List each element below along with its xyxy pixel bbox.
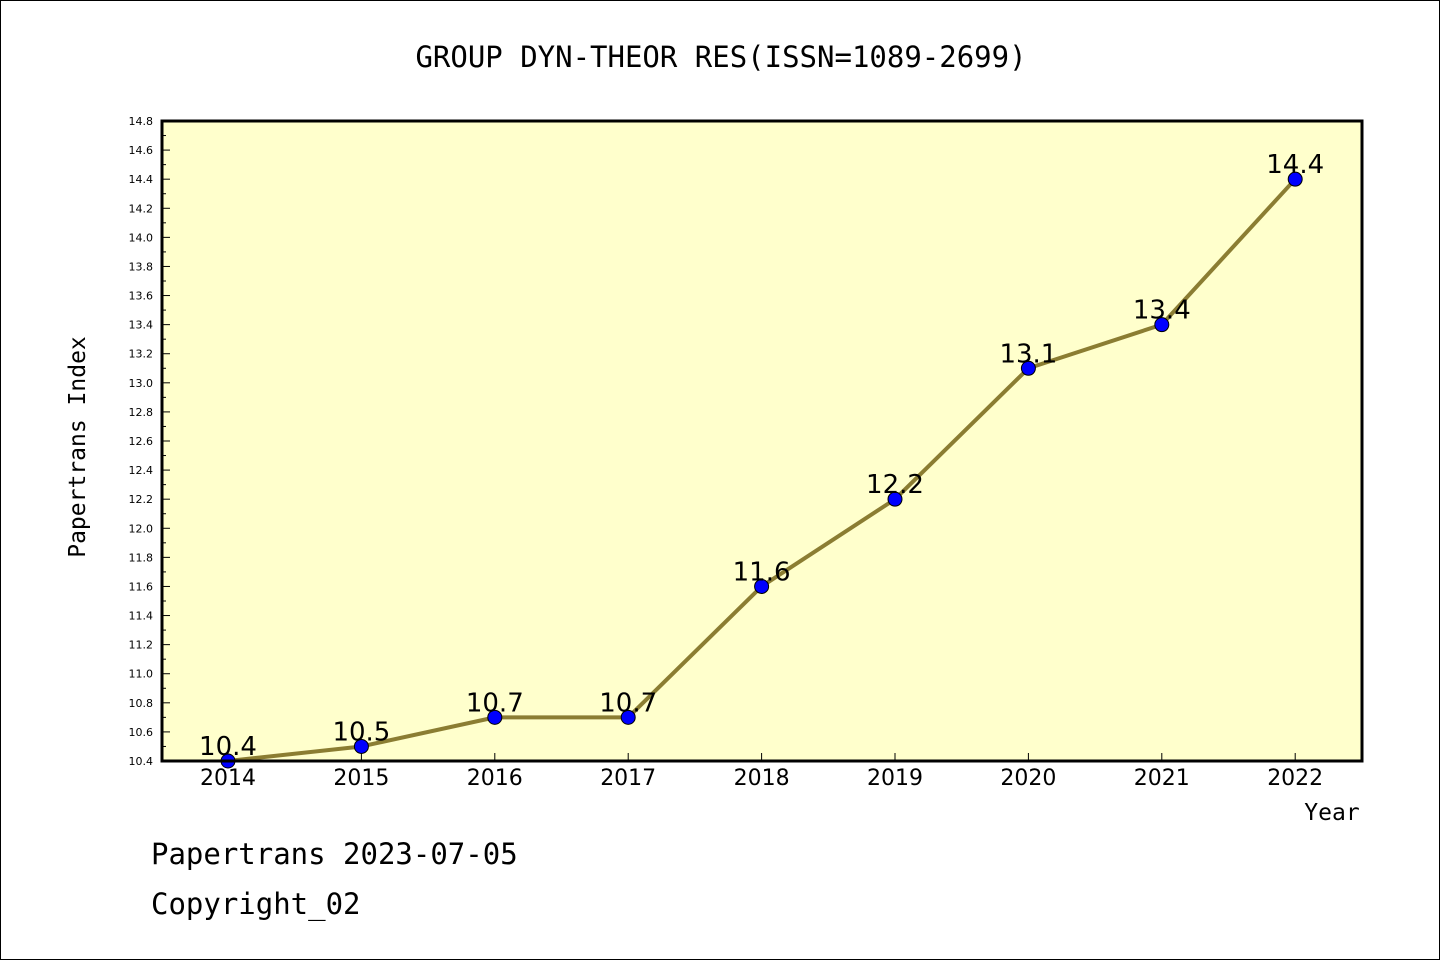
data-point [353, 738, 369, 754]
data-label: 10.7 [466, 688, 524, 718]
y-tick-label: 10.6 [129, 726, 154, 739]
data-label: 14.4 [1266, 150, 1324, 180]
data-label: 13.1 [999, 339, 1057, 369]
y-tick-label: 13.6 [129, 290, 154, 303]
data-point [1020, 360, 1036, 376]
data-label: 11.6 [733, 557, 791, 587]
x-tick-label: 2020 [1000, 766, 1056, 791]
x-tick-label: 2015 [333, 766, 389, 791]
plot-border [160, 119, 1364, 763]
data-labels-layer: 10.4 10.5 10.7 10.7 11.6 12.2 13.1 13.4 14.4 [199, 150, 1324, 762]
data-label: 10.4 [199, 732, 257, 762]
y-tick-label: 12.4 [129, 464, 154, 477]
data-point [487, 709, 503, 725]
data-point [887, 491, 903, 507]
y-tick-label: 14.2 [129, 202, 154, 215]
y-axis-title: Papertrans Index [65, 336, 91, 558]
x-axis: 2014 2015 2016 2017 2018 2019 2020 2021 2022 [200, 753, 1323, 791]
y-tick-label: 14.4 [129, 173, 154, 186]
y-tick-label: 10.4 [129, 755, 154, 768]
y-tick-label: 11.0 [129, 668, 154, 681]
y-tick-label: 14.6 [129, 144, 154, 157]
y-tick-label: 13.4 [129, 319, 154, 332]
data-point [754, 578, 770, 594]
data-label: 10.7 [599, 688, 657, 718]
data-point [1154, 317, 1170, 333]
footer-date: Papertrans 2023-07-05 [151, 837, 518, 871]
data-label: 10.5 [332, 717, 390, 747]
series-layer [220, 171, 1303, 769]
x-tick-label: 2022 [1267, 766, 1323, 791]
y-tick-label: 12.2 [129, 493, 154, 506]
data-label: 13.4 [1133, 296, 1191, 326]
plot-area [162, 121, 1362, 761]
chart-title: GROUP DYN-THEOR RES(ISSN=1089-2699) [415, 40, 1026, 74]
x-tick-label: 2018 [734, 766, 790, 791]
y-tick-label: 12.8 [129, 406, 154, 419]
y-tick-label: 14.8 [129, 115, 154, 128]
x-tick-label: 2016 [467, 766, 523, 791]
footer-copyright: Copyright_02 [151, 887, 361, 921]
y-tick-label: 13.8 [129, 260, 154, 273]
y-tick-label: 11.8 [129, 551, 154, 564]
y-tick-label: 11.2 [129, 639, 154, 652]
data-label: 12.2 [866, 470, 924, 500]
y-tick-label: 12.0 [129, 522, 154, 535]
y-tick-label: 14.0 [129, 231, 154, 244]
y-tick-label: 13.0 [129, 377, 154, 390]
y-tick-label: 11.4 [129, 610, 154, 623]
y-tick-label: 12.6 [129, 435, 154, 448]
y-axis: 10.4 10.6 10.8 11.0 11.2 11.4 11.6 11.8 12.0 12.2… [129, 115, 170, 768]
y-tick-label: 13.2 [129, 348, 154, 361]
x-tick-label: 2014 [200, 766, 256, 791]
x-tick-label: 2017 [600, 766, 656, 791]
x-axis-title: Year [1304, 800, 1359, 826]
data-point [620, 709, 636, 725]
data-point [1287, 171, 1303, 187]
y-tick-label: 10.8 [129, 697, 154, 710]
x-tick-label: 2021 [1134, 766, 1190, 791]
y-tick-label: 11.6 [129, 580, 154, 593]
x-tick-label: 2019 [867, 766, 923, 791]
